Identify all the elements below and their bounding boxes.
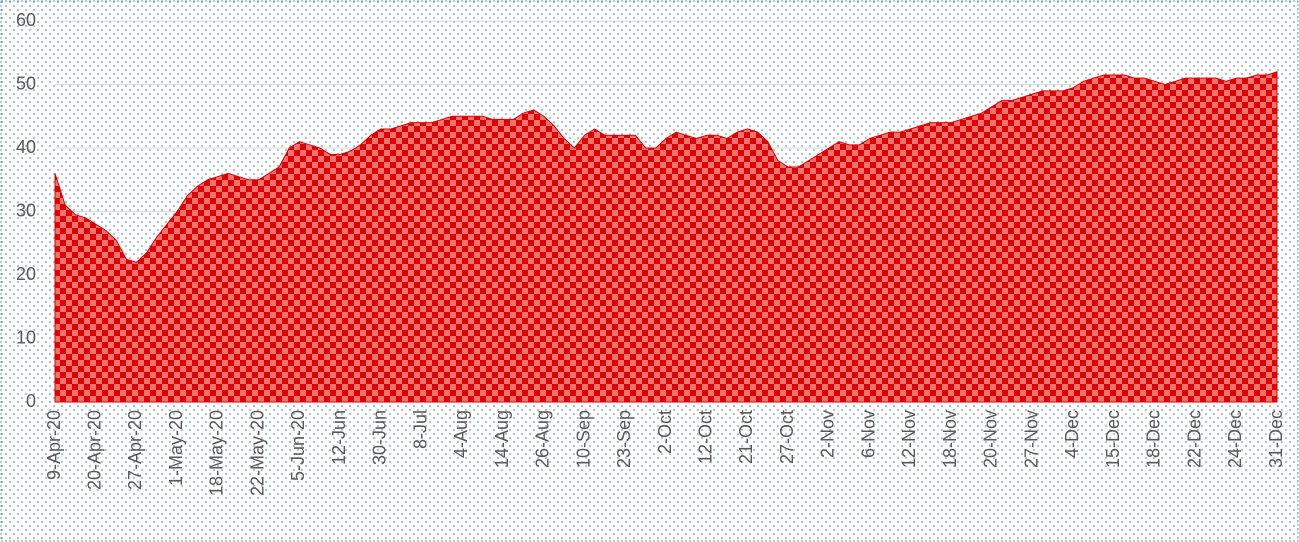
- y-tick-label: 50: [16, 73, 36, 93]
- y-tick-label: 0: [26, 391, 36, 411]
- x-tick-label: 18-Nov: [940, 410, 960, 468]
- x-tick-label: 2-Oct: [655, 410, 675, 454]
- x-tick-label: 15-Dec: [1103, 410, 1123, 468]
- x-tick-label: 12-Nov: [899, 410, 919, 468]
- x-tick-label: 18-May-20: [207, 410, 227, 496]
- x-tick-label: 4-Aug: [451, 410, 471, 458]
- x-tick-label: 6-Nov: [858, 410, 878, 458]
- y-tick-label: 40: [16, 137, 36, 157]
- y-tick-label: 10: [16, 327, 36, 347]
- x-tick-label: 12-Oct: [695, 410, 715, 464]
- x-tick-label: 20-Nov: [981, 410, 1001, 468]
- x-tick-label: 5-Jun-20: [288, 410, 308, 481]
- x-tick-label: 22-Dec: [1184, 410, 1204, 468]
- y-tick-label: 30: [16, 200, 36, 220]
- x-tick-label: 27-Nov: [1021, 410, 1041, 468]
- x-tick-label: 20-Apr-20: [84, 410, 104, 490]
- x-tick-label: 23-Sep: [614, 410, 634, 468]
- x-tick-label: 22-May-20: [247, 410, 267, 496]
- area: [54, 71, 1278, 403]
- x-tick-label: 26-Aug: [533, 410, 553, 468]
- x-tick-label: 30-Jun: [370, 410, 390, 465]
- x-tick-label: 21-Oct: [736, 410, 756, 464]
- x-tick-label: 24-Dec: [1225, 410, 1245, 468]
- x-tick-label: 12-Jun: [329, 410, 349, 465]
- x-tick-label: 2-Nov: [818, 410, 838, 458]
- x-tick-label: 9-Apr-20: [44, 410, 64, 480]
- y-tick-label: 60: [16, 10, 36, 30]
- x-tick-label: 27-Apr-20: [125, 410, 145, 490]
- x-tick-label: 31-Dec: [1266, 410, 1286, 468]
- x-tick-label: 27-Oct: [777, 410, 797, 464]
- x-tick-label: 18-Dec: [1144, 410, 1164, 468]
- x-tick-label: 4-Dec: [1062, 410, 1082, 458]
- x-tick-label: 1-May-20: [166, 410, 186, 486]
- x-tick-label: 14-Aug: [492, 410, 512, 468]
- x-tick-label: 8-Jul: [410, 410, 430, 449]
- y-tick-label: 20: [16, 264, 36, 284]
- x-tick-label: 10-Sep: [573, 410, 593, 468]
